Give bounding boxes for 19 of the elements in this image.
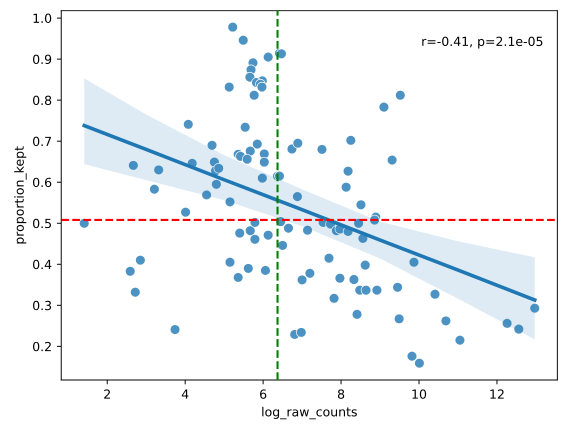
y-tick-label: 0.4 — [33, 260, 52, 270]
x-tick-label: 10 — [412, 389, 426, 399]
x-tick-label: 6 — [260, 389, 266, 399]
annotation: r=-0.41, p=2.1e-05 — [422, 36, 542, 49]
y-tick-label: 0.9 — [33, 54, 52, 64]
y-tick-label: 0.5 — [33, 218, 51, 228]
y-tick-label: 0.2 — [33, 342, 51, 352]
x-tick-label: 2 — [104, 389, 110, 399]
x-axis-title: log_raw_counts — [262, 406, 357, 420]
line-series — [82, 124, 537, 302]
x-tick-label: 8 — [338, 389, 344, 399]
y-axis-title: proportion_kept — [14, 146, 27, 244]
y-tick-label: 0.8 — [33, 96, 52, 106]
y-tick-label: 0.7 — [33, 136, 51, 146]
x-tick-label: 12 — [490, 389, 504, 399]
y-tick-label: 0.6 — [33, 178, 52, 188]
x-tick-label: 4 — [182, 390, 188, 399]
y-tick-label: 0.3 — [33, 300, 52, 310]
y-tick-label: 1.0 — [34, 14, 52, 24]
